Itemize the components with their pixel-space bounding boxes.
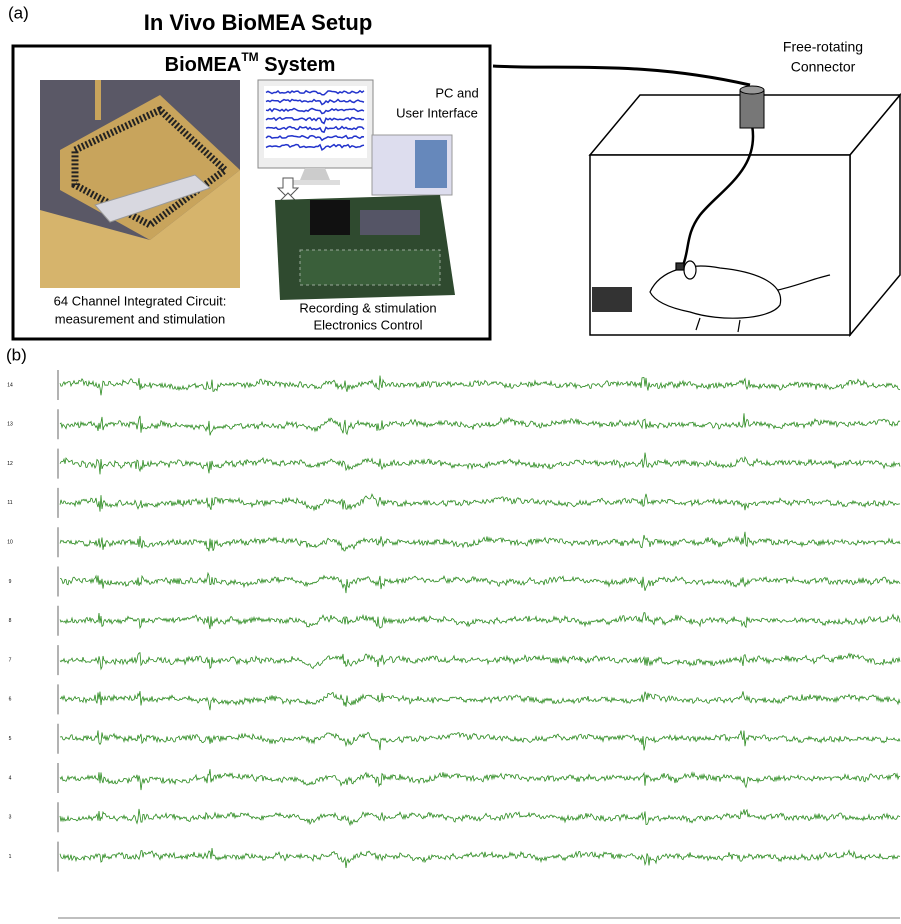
eeg-trace [59,493,901,512]
eeg-trace [59,531,901,552]
monitor-trace [265,134,365,142]
pc-caption: PC and [435,85,478,100]
electronics-board [275,195,455,300]
channel-label: 10 [7,540,13,546]
channel-label: 1 [9,854,12,860]
cable [680,124,755,269]
chip-photo [40,80,240,288]
monitor-trace [265,89,365,96]
pc-caption: User Interface [396,105,478,120]
cable [492,64,751,87]
eeg-trace [59,769,901,791]
eeg-trace [59,452,901,475]
channel-label: 13 [7,422,13,428]
system-title: BioMEATM System [165,50,336,76]
monitor-trace [265,107,365,115]
eeg-trace [59,612,901,630]
eeg-trace [59,730,901,751]
channel-label: 11 [7,500,12,506]
connector [739,85,765,129]
channel-label: 12 [7,461,13,467]
board-caption: Electronics Control [313,317,422,332]
channel-label: 9 [9,579,12,585]
channel-label: 3 [9,815,12,821]
chip-caption: measurement and stimulation [55,311,226,326]
cage [588,92,901,338]
eeg-trace [59,375,901,396]
panel-label: (a) [8,3,29,22]
connector-caption: Free-rotating [783,39,863,55]
eeg-trace [59,847,901,868]
monitor-trace [265,125,365,134]
eeg-trace [59,691,901,711]
rat [649,260,831,333]
channel-label: 14 [7,382,13,388]
board-caption: Recording & stimulation [299,300,436,315]
channel-label: 6 [9,697,12,703]
eeg-trace [59,413,901,436]
channel-label: 4 [9,775,12,781]
arrow [276,177,300,199]
monitor-trace [265,98,365,106]
eeg-trace [60,571,901,594]
channel-label: 7 [9,657,12,663]
eeg-trace [59,652,901,671]
panel-label: (b) [6,345,27,364]
monitor-trace [265,143,365,152]
chip-caption: 64 Channel Integrated Circuit: [54,293,227,308]
monitor [257,79,453,196]
channel-label: 8 [9,618,12,624]
monitor-trace [265,116,365,125]
eeg-trace [59,808,901,827]
channel-label: 5 [9,736,12,742]
connector-caption: Connector [791,59,856,75]
feeder [592,287,632,312]
figure-title: In Vivo BioMEA Setup [144,10,373,35]
